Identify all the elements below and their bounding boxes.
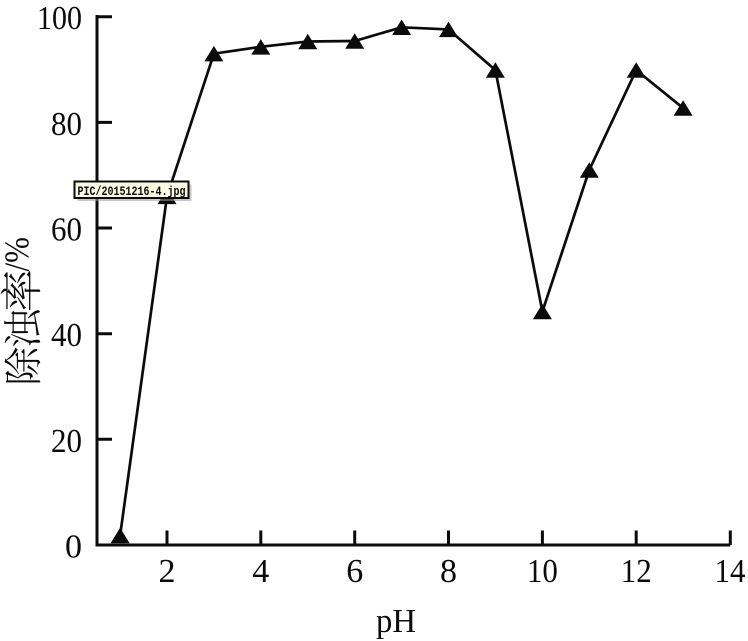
svg-text:6: 6 [346,553,363,590]
svg-text:0: 0 [65,529,82,566]
svg-text:8: 8 [440,553,457,590]
svg-text:20: 20 [51,423,82,460]
svg-text:2: 2 [159,553,176,590]
svg-text:/%: /% [0,237,37,272]
svg-text:pH: pH [376,603,416,640]
svg-text:60: 60 [51,212,82,249]
svg-text:12: 12 [621,553,652,590]
svg-text:100: 100 [37,0,82,37]
svg-text:40: 40 [51,317,82,354]
svg-text:80: 80 [51,106,82,143]
svg-text:10: 10 [527,553,558,590]
svg-text:14: 14 [715,553,746,590]
svg-text:4: 4 [252,553,269,590]
svg-text:PIC/20151216-4.jpg: PIC/20151216-4.jpg [78,184,186,199]
